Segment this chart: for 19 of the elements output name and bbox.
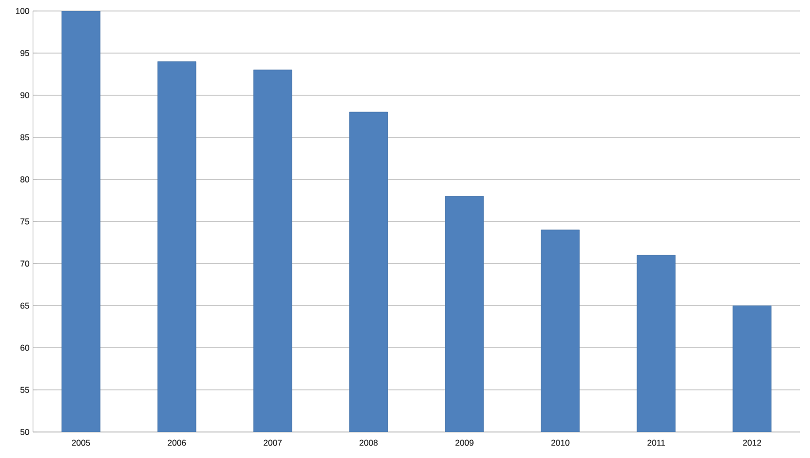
x-tick-label: 2007: [264, 440, 282, 446]
x-tick-label: 2006: [168, 440, 186, 446]
y-tick-label: 55: [20, 386, 30, 393]
x-tick-label: 2009: [455, 440, 474, 446]
y-tick-label: 100: [16, 8, 30, 14]
y-tick-label: 80: [20, 176, 30, 182]
y-tick-label: 50: [20, 428, 30, 435]
y-tick-label: 60: [20, 344, 30, 351]
x-tick-label: 2010: [551, 440, 570, 446]
x-tick-label: 2005: [72, 440, 90, 446]
y-tick-label: 65: [20, 302, 30, 309]
y-tick-label: 75: [20, 218, 30, 224]
y-tick-label: 70: [20, 260, 30, 267]
x-tick-label: 2011: [648, 440, 665, 446]
y-tick-label: 95: [20, 50, 30, 56]
x-tick-label: 2008: [360, 440, 378, 446]
y-tick-label: 85: [20, 134, 30, 140]
x-tick-label: 2012: [743, 440, 762, 446]
y-tick-label: 90: [20, 92, 30, 98]
